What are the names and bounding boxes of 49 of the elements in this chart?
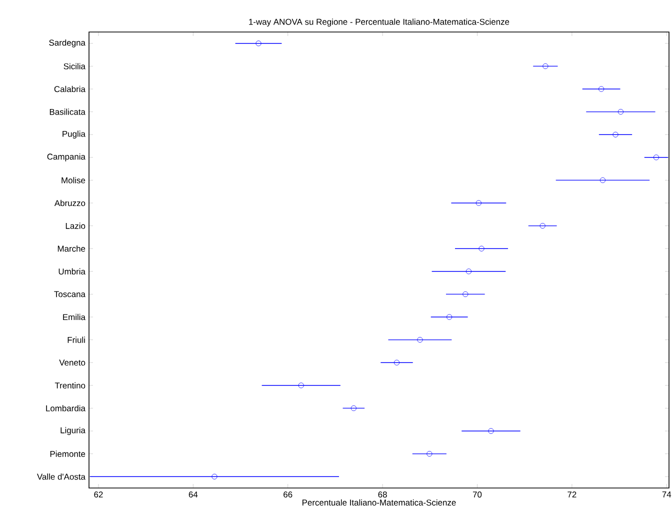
point [653,154,660,160]
y-tick-label: Calabria [54,86,86,92]
y-tick-label: Abruzzo [54,200,86,206]
y-tick-label: Sicilia [64,63,86,70]
x-tick-label: 68 [378,492,387,498]
x-axis-title: Percentuale Italiano-Matematica-Scienze [302,499,456,506]
y-tick-label: Piemonte [50,450,86,457]
y-tick-label: Liguria [60,427,86,435]
y-tick-label: Veneto [59,360,86,366]
y-tick-label: Molise [62,177,86,184]
chart-title: 1-way ANOVA su Regione - Percentuale Italiano-Matematica-Scienze [249,18,510,26]
point [598,86,604,92]
point [466,268,472,274]
point [618,108,624,115]
x-tick-label: 62 [94,492,103,498]
y-tick-label: Toscana [54,291,86,298]
y-tick-label: Trentino [54,382,86,389]
point [394,360,400,366]
point [488,428,494,434]
point [542,63,548,69]
point [426,451,432,457]
x-tick-label: 64 [188,492,198,498]
point [612,132,618,138]
x-tick-label: 66 [284,492,292,498]
y-tick-label: Lazio [66,222,86,229]
point [256,40,262,46]
point [212,474,218,480]
y-tick-label: Marche [58,245,86,252]
y-tick-label: Emilia [63,314,86,320]
y-tick-label: Umbria [58,268,86,275]
point [600,177,606,183]
y-tick-label: Puglia [62,130,86,139]
point [476,200,482,206]
point [540,223,546,229]
point [350,405,356,411]
x-tick-label: 70 [472,492,482,498]
point [417,337,423,343]
y-tick-label: Sardegna [49,39,86,48]
y-tick-label: Valle d'Aosta [36,473,86,480]
point [478,246,484,252]
y-tick-label: Lombardia [46,405,86,412]
y-tick-label: Friuli [68,336,85,343]
y-tick-label: Basilicata [50,108,86,115]
point [298,382,304,388]
point [462,291,468,297]
point [446,314,452,320]
x-tick-label: 72 [568,492,576,498]
x-tick-label: 74 [662,492,672,498]
y-tick-label: Campania [47,153,86,162]
